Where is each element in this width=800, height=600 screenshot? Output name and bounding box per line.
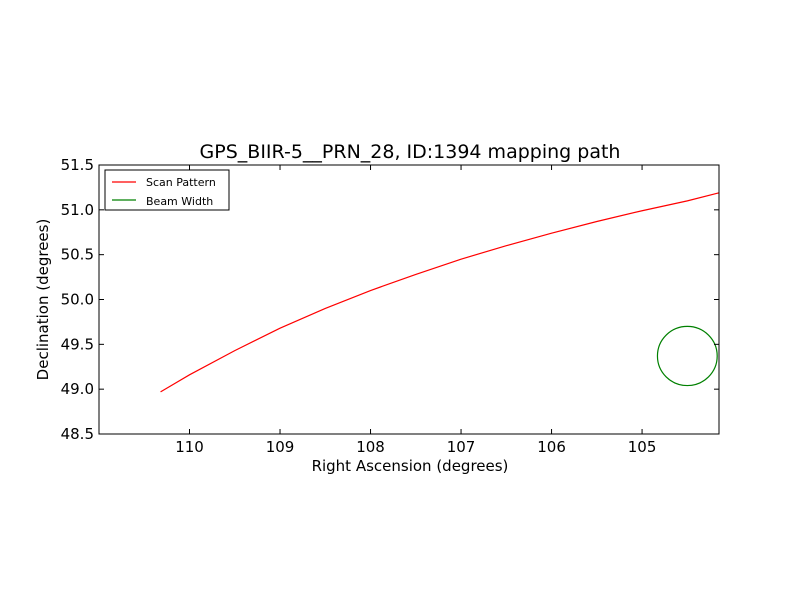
y-axis-label: Declination (degrees) <box>34 219 52 381</box>
y-tick-label: 48.5 <box>61 425 94 443</box>
x-tick-label: 109 <box>266 438 295 456</box>
x-axis-label: Right Ascension (degrees) <box>312 457 509 475</box>
legend-box <box>104 169 230 211</box>
x-tick-label: 108 <box>356 438 385 456</box>
y-tick-label: 50.0 <box>61 291 94 309</box>
series-line-scan-pattern <box>160 192 720 393</box>
legend: Scan Pattern Beam Width <box>104 169 230 211</box>
y-tick-label: 49.0 <box>61 380 94 398</box>
legend-label-scan-pattern: Scan Pattern <box>146 176 216 189</box>
y-tick-label: 50.5 <box>61 246 94 264</box>
x-tick-label: 106 <box>537 438 566 456</box>
x-tick-label: 110 <box>175 438 204 456</box>
y-tick-label: 51.0 <box>61 201 94 219</box>
legend-label-beam-width: Beam Width <box>146 195 213 208</box>
x-tick-label: 107 <box>447 438 476 456</box>
chart-title: GPS_BIIR-5__PRN_28, ID:1394 mapping path <box>200 141 621 163</box>
series-circle-beam-width <box>656 325 718 387</box>
x-tick-label: 105 <box>628 438 657 456</box>
y-tick-label: 49.5 <box>61 335 94 353</box>
y-tick-label: 51.5 <box>61 156 94 174</box>
